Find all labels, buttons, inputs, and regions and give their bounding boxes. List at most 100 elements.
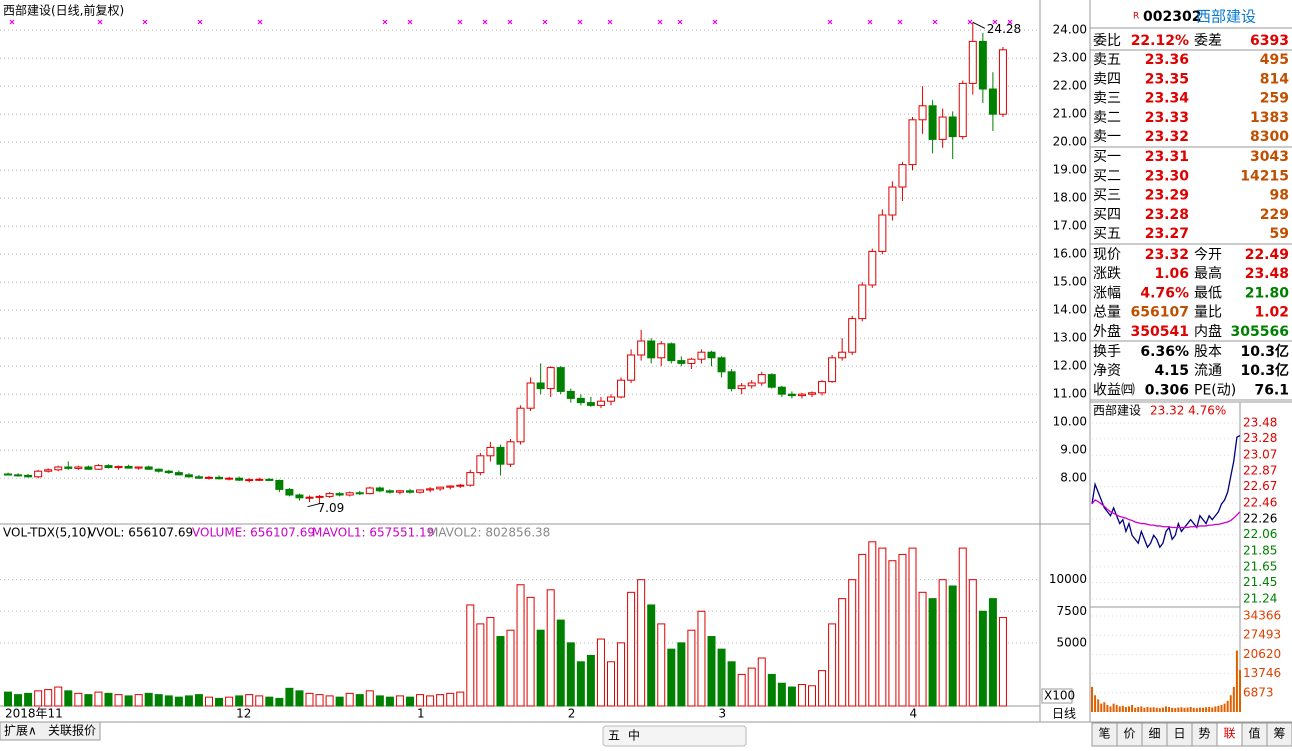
quote-value: 22.49	[1245, 247, 1289, 263]
volume-bar	[757, 657, 766, 707]
volume-bar	[235, 695, 244, 707]
volume-bar	[928, 598, 937, 707]
volume-bar	[707, 636, 716, 707]
tool-button[interactable]: 五	[608, 729, 620, 743]
quote-label: 涨跌	[1093, 266, 1121, 282]
volume-bar	[868, 541, 877, 707]
side-tab[interactable]: 价	[1123, 727, 1135, 741]
volume-bar	[506, 629, 515, 707]
side-tab[interactable]: 筹	[1273, 727, 1285, 741]
zoom-box[interactable]	[1041, 688, 1073, 704]
volume-bar	[1103, 702, 1106, 712]
volume-bar	[556, 619, 565, 707]
y-tick-label: 27493	[1243, 628, 1281, 642]
y-tick-label: 21.45	[1243, 575, 1277, 589]
volume-bar	[1189, 706, 1192, 712]
quote-volume: 3043	[1250, 149, 1289, 165]
volume-bar	[687, 629, 696, 707]
quote-label: 卖四	[1093, 71, 1121, 87]
quote-label: 卖一	[1093, 129, 1121, 145]
marker	[1007, 19, 1013, 25]
volume-bar	[174, 696, 183, 707]
toolbar	[602, 725, 747, 747]
volume-bar	[305, 692, 314, 707]
candle-body	[868, 250, 877, 286]
candle-body	[757, 374, 766, 384]
candle-body	[325, 493, 334, 497]
candle-body	[878, 214, 887, 252]
volume-bar	[184, 695, 193, 707]
candle-body	[828, 357, 837, 383]
y-tick-label: 9.00	[1060, 443, 1087, 457]
tab[interactable]: 关联报价	[48, 723, 96, 738]
flag: R	[1133, 12, 1139, 22]
tab-bar	[0, 721, 101, 741]
volume-bar	[767, 673, 776, 707]
quote-label: 最高	[1194, 265, 1222, 282]
quote-volume: 59	[1270, 226, 1289, 242]
candle-body	[546, 367, 555, 390]
candle-body	[154, 468, 163, 472]
marker	[992, 19, 998, 25]
quote-price: 23.35	[1145, 71, 1189, 87]
side-tab[interactable]: 联	[1223, 727, 1235, 741]
y-tick-label: 15.00	[1053, 275, 1087, 289]
volume-bar	[888, 560, 897, 707]
candle-body	[657, 343, 666, 359]
volume-bar	[777, 682, 786, 707]
candle-body	[34, 470, 43, 478]
volume-bar	[617, 642, 626, 707]
side-tab[interactable]: 笔	[1098, 726, 1110, 741]
side-tab[interactable]: 日	[1173, 727, 1185, 741]
tab[interactable]: 扩展∧	[4, 724, 37, 738]
y-tick-label: 5000	[1056, 635, 1087, 649]
annotation-line	[307, 503, 320, 508]
volume-bar	[1235, 650, 1238, 712]
y-tick-label: 22.87	[1243, 463, 1277, 477]
candle-body	[607, 396, 615, 402]
intraday-title: 西部建设	[1093, 403, 1141, 418]
quote-label: 卖二	[1093, 110, 1121, 126]
volume-bar	[395, 695, 404, 707]
side-tab[interactable]: 细	[1148, 727, 1160, 741]
marker	[712, 19, 718, 25]
quote-value: 656107	[1131, 305, 1189, 321]
candle-body	[164, 470, 173, 474]
chart-title: 西部建设(日线,前复权)	[3, 3, 124, 18]
candle-body	[345, 492, 354, 496]
volume-bar	[908, 547, 917, 707]
candle-body	[295, 494, 304, 499]
side-tab[interactable]: 势	[1198, 727, 1210, 741]
high-annotation: 24.28	[987, 22, 1021, 36]
candle-body	[948, 116, 957, 138]
x-tick-label: 2018年11	[5, 707, 63, 721]
quote-label: 委比	[1093, 33, 1121, 49]
candle-body	[617, 379, 626, 398]
volume-bar	[1195, 708, 1198, 712]
volume-bar	[1149, 707, 1152, 712]
side-tab[interactable]: 值	[1248, 726, 1260, 741]
candle-body	[255, 478, 264, 481]
volume-bar	[1177, 707, 1180, 712]
candle-body	[777, 386, 786, 395]
volume-bar	[1161, 707, 1164, 712]
volume-bar	[285, 687, 294, 707]
volume-bar	[486, 617, 495, 707]
volume-bar	[1165, 706, 1167, 712]
x-tick-label: 12	[236, 707, 251, 721]
candle-body	[496, 446, 505, 465]
y-tick-label: 16.00	[1053, 247, 1087, 261]
period-label[interactable]: 日线	[1052, 707, 1076, 721]
tool-button[interactable]: 中	[628, 728, 640, 743]
volume-bar	[848, 579, 857, 707]
marker	[507, 19, 513, 25]
volume-bar	[566, 642, 575, 707]
volume-bar	[265, 696, 274, 707]
volume-bar	[1214, 706, 1217, 712]
candle-body	[717, 357, 726, 373]
candle-body	[536, 382, 545, 390]
quote-label: 换手	[1093, 343, 1121, 360]
zoom-label[interactable]: X100	[1044, 689, 1075, 703]
volume-bar	[717, 648, 726, 707]
